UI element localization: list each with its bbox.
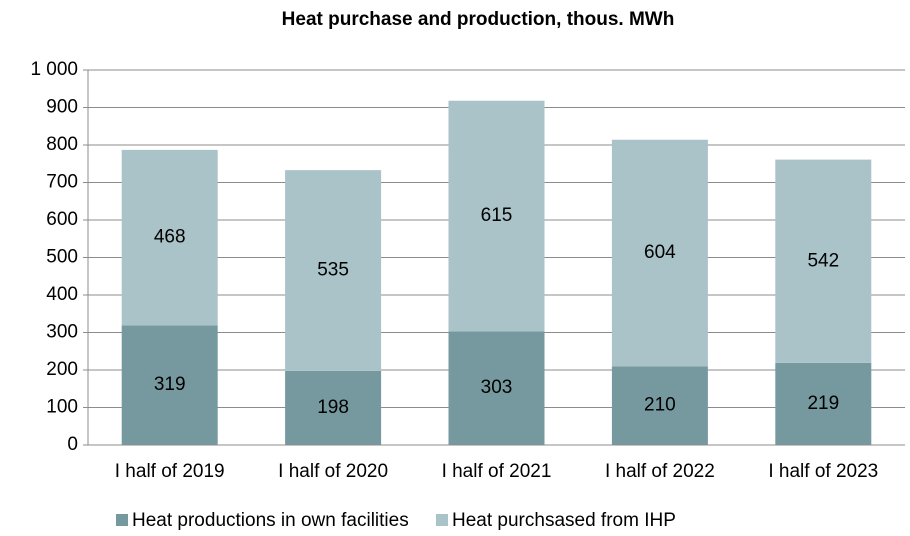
y-tick-label: 400 <box>46 284 78 305</box>
chart-title: Heat purchase and production, thous. MWh <box>282 9 675 30</box>
legend-swatch <box>116 514 128 526</box>
y-tick-label: 0 <box>67 434 78 455</box>
bar-segment <box>775 362 872 445</box>
data-label: 198 <box>317 397 349 418</box>
data-label: 615 <box>481 205 513 226</box>
bar-segment <box>285 170 382 371</box>
data-label: 468 <box>154 227 186 248</box>
bar-segment <box>448 100 545 332</box>
bar-segment <box>448 331 545 445</box>
data-label: 219 <box>807 393 839 414</box>
bar-segment <box>121 149 218 326</box>
bar-segment <box>611 139 708 367</box>
data-label: 210 <box>644 395 676 416</box>
legend-swatch <box>436 514 448 526</box>
bar-segment <box>285 370 382 445</box>
legend-label: Heat productions in own facilities <box>132 510 409 531</box>
y-tick-label: 500 <box>46 247 78 268</box>
bar-segment <box>775 159 872 363</box>
x-tick-label: I half of 2023 <box>768 461 878 482</box>
data-label: 319 <box>154 374 186 395</box>
data-label: 542 <box>807 250 839 271</box>
x-tick-label: I half of 2022 <box>605 461 715 482</box>
bar-segment <box>121 325 218 445</box>
y-tick-label: 800 <box>46 134 78 155</box>
y-tick-label: 700 <box>46 172 78 193</box>
y-tick-label: 100 <box>46 397 78 418</box>
y-tick-label: 900 <box>46 97 78 118</box>
data-label: 604 <box>644 242 676 263</box>
x-tick-label: I half of 2019 <box>115 461 225 482</box>
x-tick-label: I half of 2020 <box>278 461 388 482</box>
y-tick-label: 600 <box>46 209 78 230</box>
y-tick-label: 300 <box>46 322 78 343</box>
data-label: 535 <box>317 259 349 280</box>
y-tick-label: 200 <box>46 359 78 380</box>
x-tick-label: I half of 2021 <box>442 461 552 482</box>
y-tick-label: 1 000 <box>30 59 78 80</box>
bar-segment <box>611 366 708 445</box>
legend-label: Heat purchsased from IHP <box>452 510 676 531</box>
data-label: 303 <box>481 377 513 398</box>
